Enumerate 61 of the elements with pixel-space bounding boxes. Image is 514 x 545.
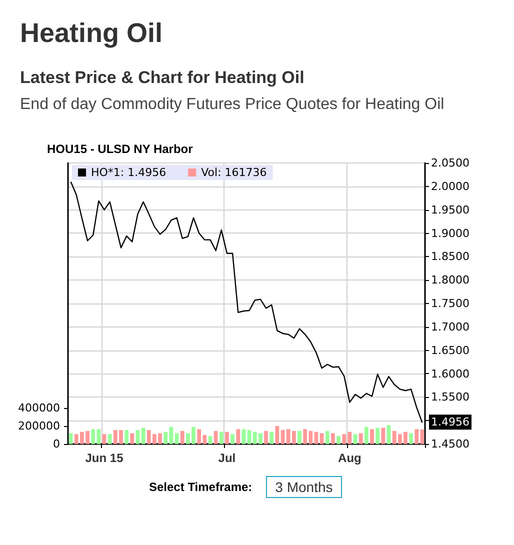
bar (180, 430, 184, 444)
y2-tick-label: 2.0500 (431, 156, 470, 170)
bar (242, 429, 246, 444)
y2-tick-label: 2.0000 (431, 180, 470, 193)
text: Select Timeframe: (149, 480, 252, 494)
y2-tick-label: 1.8000 (431, 274, 470, 287)
x-tick-label: Jun 15 (85, 451, 124, 465)
bar (386, 425, 391, 444)
bar (370, 429, 374, 444)
x-tick-label: Jul (218, 451, 236, 465)
bar (331, 433, 335, 444)
y2-tick-label: 1.9000 (431, 226, 470, 240)
y-tick-label: 400000 (18, 401, 60, 414)
bar (298, 430, 302, 444)
bar (381, 428, 386, 444)
text: End of day Commodity Futures Price Quotes for Heating Oil (20, 96, 444, 114)
bar (230, 434, 235, 444)
y2-tick-label: 1.4500 (431, 438, 470, 450)
bar (247, 430, 252, 444)
bar (130, 433, 134, 444)
bar (364, 426, 368, 444)
chart-subtitle: Latest Price & Chart for Heating Oil (20, 68, 304, 88)
bar (409, 433, 414, 444)
legend-label: HO*1: 1.4956 (91, 166, 166, 179)
bar (236, 429, 240, 444)
legend-label: Vol: 161736 (201, 166, 267, 179)
bar (225, 432, 229, 444)
bar (214, 430, 218, 444)
bar (320, 433, 324, 444)
bar (102, 434, 106, 444)
text: HOU15 - ULSD NY Harbor (47, 142, 193, 156)
bar (336, 436, 340, 444)
timeframe-dropdown: 3 Months (266, 476, 342, 498)
y2-tick-label: 1.6000 (431, 367, 470, 380)
bar (141, 428, 146, 444)
bar (174, 433, 179, 444)
bar (270, 432, 274, 444)
chart-title: Heating Oil (20, 18, 163, 49)
bar (124, 430, 129, 444)
bar (376, 428, 380, 444)
bar (108, 434, 112, 444)
x-tick-label: Aug (338, 451, 362, 465)
y-tick-label: 0 (53, 438, 60, 450)
bar (219, 432, 224, 444)
y2-tick-label: 1.5500 (431, 390, 470, 404)
bar (275, 426, 280, 444)
data-label: 1.4956 (431, 416, 470, 429)
y2-tick-label: 1.7000 (431, 320, 470, 334)
y2-tick-label: 1.7500 (431, 297, 470, 310)
bar (325, 430, 330, 444)
y-tick-label: 200000 (18, 419, 60, 432)
y2-tick-label: 1.6500 (431, 344, 470, 357)
bar (264, 430, 268, 444)
bar (280, 430, 285, 444)
bar (358, 433, 363, 444)
bar (68, 433, 73, 444)
bar (136, 430, 140, 444)
y2-tick-label: 1.8500 (431, 250, 470, 264)
bar (353, 434, 358, 444)
bar (414, 429, 419, 444)
y2-tick-label: 1.9500 (431, 203, 470, 216)
